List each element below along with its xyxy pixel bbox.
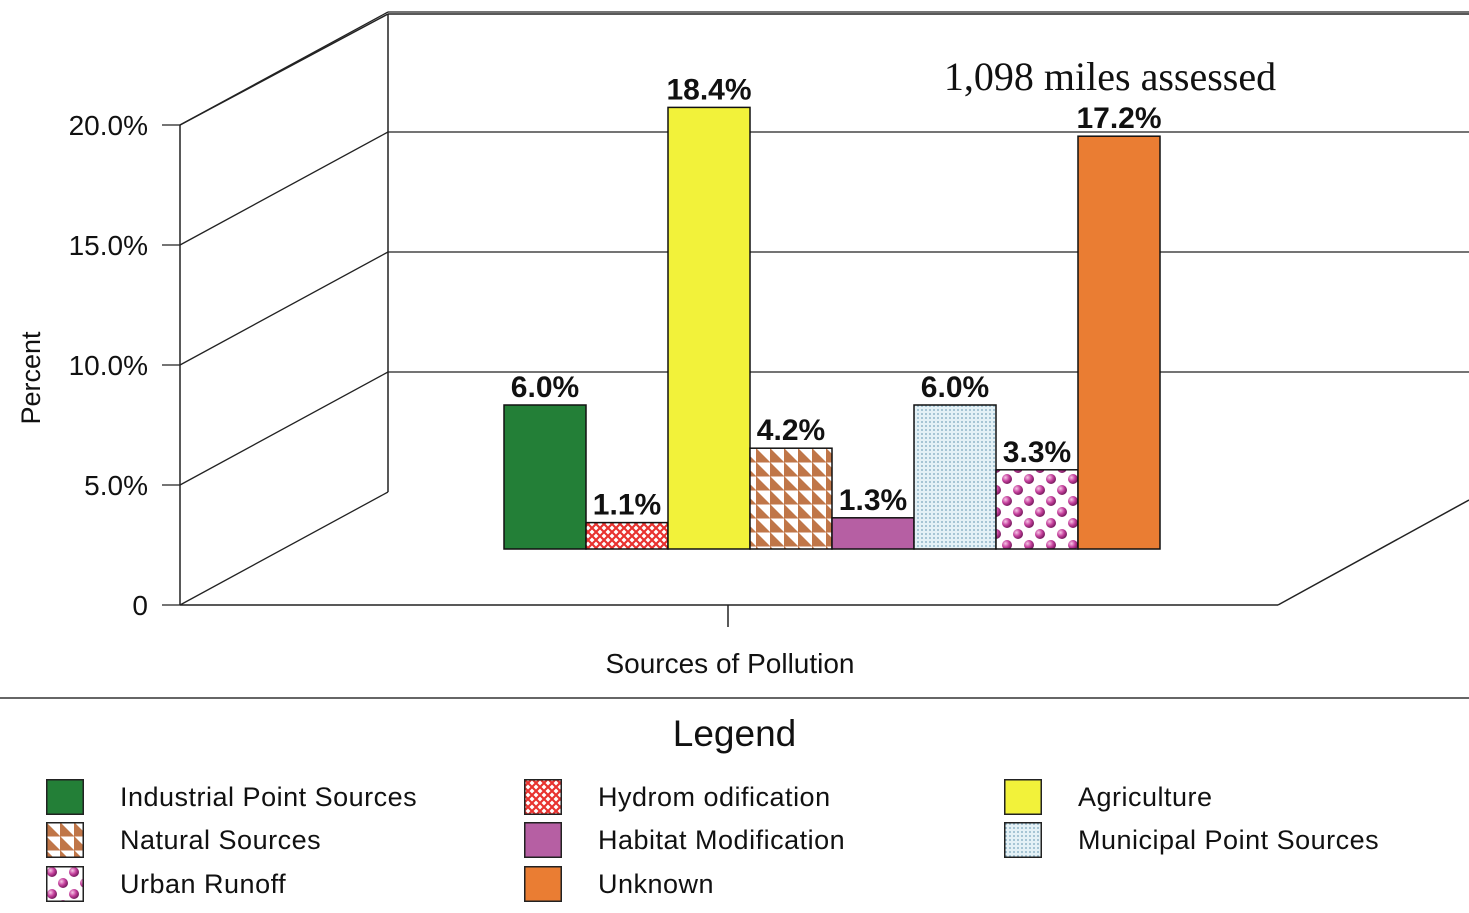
side-gridline <box>179 371 389 486</box>
side-gridline <box>179 11 389 126</box>
bar-hydromodification <box>585 521 669 550</box>
bar-industrial-point-sources <box>503 404 587 550</box>
bar-value-label: 4.2% <box>757 414 825 447</box>
legend-title: Legend <box>672 713 797 754</box>
bar-value-label: 6.0% <box>511 371 579 404</box>
side-gridline <box>179 251 389 366</box>
x-axis-label: Sources of Pollution <box>605 648 854 679</box>
y-tick-label: 0 <box>132 590 148 621</box>
bar-value-label: 6.0% <box>921 371 989 404</box>
bar-habitat-modification <box>831 517 915 550</box>
side-gridline <box>179 131 389 246</box>
y-tick-label: 15.0% <box>69 230 148 261</box>
bar-municipal-point-sources <box>913 404 997 550</box>
y-axis-ticks: 0 5.0% 10.0% 15.0% 20.0% <box>69 110 180 621</box>
bar-labels: 6.0% 1.1% 18.4% 4.2% 1.3% 6.0% 3.3% 17.2% <box>511 73 1162 521</box>
y-axis-label: Percent <box>16 331 46 425</box>
bar-value-label: 1.1% <box>593 489 661 522</box>
bar-unknown <box>1077 135 1161 550</box>
bar-value-label: 3.3% <box>1003 436 1071 469</box>
y-tick-label: 20.0% <box>69 110 148 141</box>
bar-agriculture <box>667 106 751 550</box>
bar-urban-runoff <box>995 469 1079 550</box>
gridlines <box>179 11 1469 606</box>
bar-value-label: 1.3% <box>839 484 907 517</box>
bars <box>503 106 1161 550</box>
bar-natural-sources <box>749 447 833 550</box>
side-gridline <box>179 491 389 606</box>
y-tick-label: 5.0% <box>84 470 148 501</box>
y-tick-label: 10.0% <box>69 350 148 381</box>
chart-annotation: 1,098 miles assessed <box>944 54 1276 99</box>
bar-value-label: 17.2% <box>1076 102 1161 135</box>
bar-value-label: 18.4% <box>666 73 751 106</box>
floor-right-edge <box>1277 499 1469 606</box>
